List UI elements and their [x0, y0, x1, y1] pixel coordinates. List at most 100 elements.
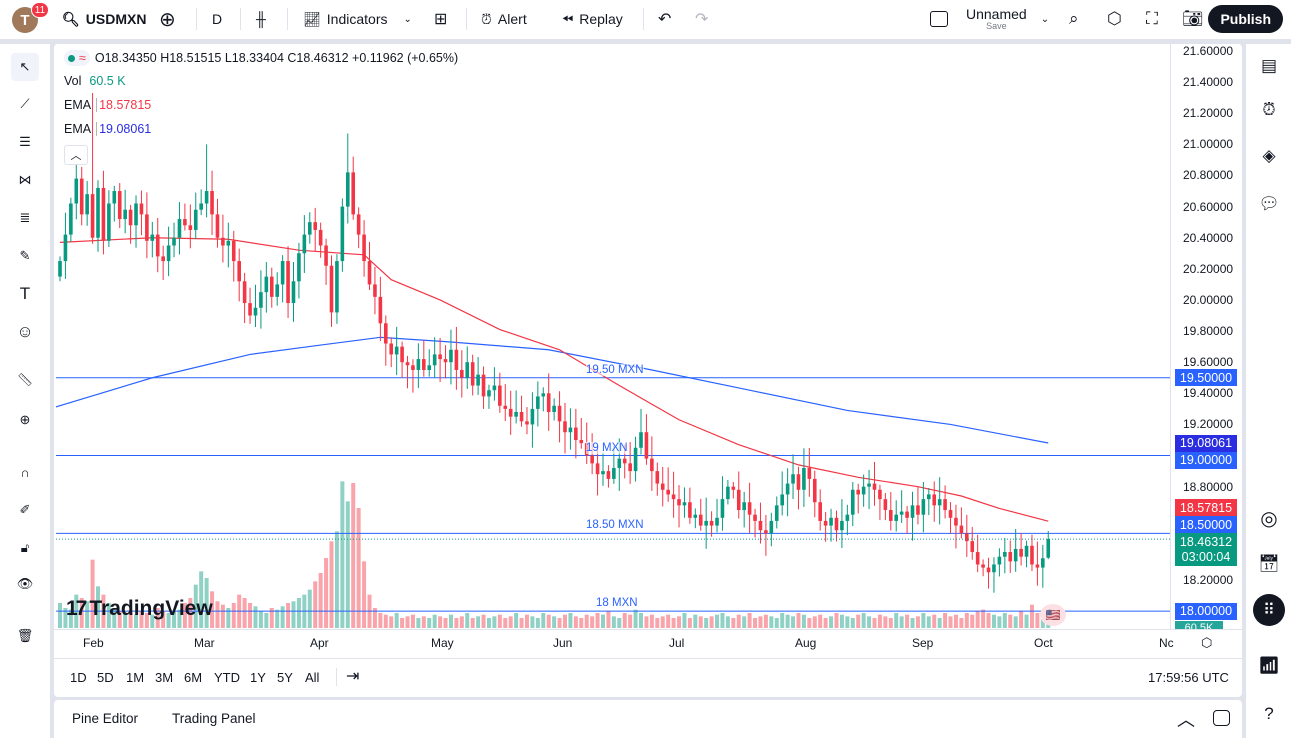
maximize-panel-button[interactable]	[1213, 710, 1230, 726]
price-tick: 21.40000	[1183, 75, 1234, 90]
signal-button[interactable]: 📶︎	[1255, 652, 1283, 680]
snapshot-button[interactable]: 📷︎	[1182, 4, 1204, 34]
hide-drawings-tool[interactable]: 👁︎	[11, 570, 39, 598]
brush-tool[interactable]: ✎	[11, 242, 39, 270]
chat-button[interactable]: 💬︎	[1255, 190, 1283, 218]
candle-body	[574, 427, 578, 440]
candle-body	[965, 533, 969, 542]
compare-symbol-button[interactable]: ⊕	[159, 4, 176, 34]
fib-tool[interactable]: ≣	[11, 204, 39, 232]
remove-drawings-tool[interactable]: 🗑︎	[11, 622, 39, 650]
lock-tool[interactable]: 🔓︎	[11, 534, 39, 562]
volume-bar	[671, 618, 676, 628]
undo-button[interactable]: ↶	[658, 4, 671, 34]
calendar-button[interactable]: 📅︎	[1255, 550, 1283, 578]
pattern-tool[interactable]: ⋈	[11, 166, 39, 194]
text-tool[interactable]: T	[11, 280, 39, 308]
help-button[interactable]: ?	[1255, 700, 1283, 728]
collapse-legend-button[interactable]: ︿	[64, 145, 88, 165]
volume-bar	[454, 618, 459, 628]
replay-button[interactable]: ⏪︎ Replay	[562, 10, 623, 28]
candle-body	[134, 203, 138, 226]
range-button-1y[interactable]: 1Y	[250, 670, 266, 685]
volume-bar	[139, 611, 144, 628]
alerts-button[interactable]: ⏰︎	[1255, 96, 1283, 124]
magnifier-icon: ⌕	[1069, 9, 1079, 28]
interval-button[interactable]: D	[212, 11, 223, 27]
watchlist-button[interactable]: ▤	[1255, 52, 1283, 80]
candle-body	[470, 362, 475, 386]
volume-bar	[220, 604, 225, 628]
tab-trading-panel[interactable]: Trading Panel	[172, 711, 256, 726]
settings-button[interactable]: ⬡	[1107, 4, 1122, 34]
publish-button[interactable]: Publish	[1208, 5, 1283, 33]
redo-button[interactable]: ↷	[695, 4, 708, 34]
calendar-range-icon: ⇥	[346, 668, 360, 685]
candle-body	[378, 296, 383, 324]
go-to-date-button[interactable]: ⇥	[346, 666, 359, 686]
candle-body	[742, 502, 746, 511]
ruler-tool[interactable]: 📏︎	[11, 366, 39, 394]
lock-drawings-pencil-tool[interactable]: ✐	[11, 496, 39, 524]
expand-panel-button[interactable]: ︿	[1177, 706, 1195, 732]
range-button-5y[interactable]: 5Y	[277, 670, 293, 685]
chart-pane[interactable]	[54, 44, 1242, 697]
clock[interactable]: 17:59:56 UTC	[1148, 670, 1229, 685]
price-label: 18.00000	[1175, 602, 1237, 620]
range-button-1d[interactable]: 1D	[70, 670, 87, 685]
layers-button[interactable]: ◈	[1255, 142, 1283, 170]
chart-type-button[interactable]: ╫	[256, 4, 266, 34]
range-button-6m[interactable]: 6M	[184, 670, 203, 685]
range-button-1m[interactable]: 1M	[126, 670, 145, 685]
candle-body	[96, 187, 100, 238]
candle-body	[286, 261, 290, 304]
volume-bar	[812, 616, 817, 628]
zoom-tool[interactable]: ⊕	[11, 406, 39, 434]
candle-body	[85, 194, 89, 215]
candle-body	[74, 178, 79, 204]
camera-icon: 📷︎	[1182, 9, 1204, 28]
range-button-3m[interactable]: 3M	[155, 670, 174, 685]
volume-bar	[780, 613, 785, 628]
candle-body	[63, 234, 68, 262]
events-flag-icon[interactable]: 🇺🇸	[1040, 604, 1066, 626]
candle-body	[791, 474, 795, 484]
axis-settings-button[interactable]: ⬡	[1201, 635, 1212, 651]
horizontal-lines-tool[interactable]: ☰	[11, 128, 39, 156]
volume-bar	[514, 613, 519, 628]
volume-bar	[682, 613, 687, 628]
range-button-ytd[interactable]: YTD	[214, 670, 240, 685]
volume-bar	[334, 531, 339, 628]
delayed-data-icon[interactable]: ≈	[79, 51, 86, 65]
layout-button[interactable]: Unnamed Save ⌄	[930, 4, 1049, 34]
candle-body	[937, 499, 942, 506]
tab-pine-editor[interactable]: Pine Editor	[72, 711, 139, 726]
candle-body	[335, 261, 339, 313]
candle-body	[107, 203, 111, 241]
target-button[interactable]: ◎	[1255, 504, 1283, 532]
volume-bar	[144, 613, 149, 628]
search-icon: 🔍︎	[62, 10, 80, 27]
symbol-search[interactable]: 🔍︎ USDMXN	[62, 10, 147, 28]
price-tick: 20.20000	[1183, 261, 1234, 276]
templates-button[interactable]: ⊞	[434, 4, 447, 34]
cursor-tool[interactable]: ↖	[11, 53, 39, 81]
volume-bar	[649, 614, 654, 628]
candle-body	[443, 359, 448, 363]
volume-bar	[926, 616, 931, 628]
emoji-tool[interactable]: ☺	[11, 318, 39, 346]
price-label: 18.57815	[1175, 499, 1237, 516]
indicators-button[interactable]: 📈︎ Indicators ⌄	[303, 10, 412, 28]
volume-bar	[438, 616, 443, 628]
range-button-all[interactable]: All	[305, 670, 320, 685]
candle-body	[351, 172, 356, 215]
trend-line-tool[interactable]: ⟋	[11, 90, 39, 118]
quick-search-button[interactable]: ⌕	[1069, 4, 1079, 34]
fullscreen-button[interactable]: ⛶	[1146, 4, 1158, 34]
magnet-tool[interactable]: ∩	[11, 458, 39, 486]
volume-bar	[112, 608, 117, 628]
apps-button[interactable]: ⠿	[1253, 594, 1285, 626]
alert-button[interactable]: ⏰︎ Alert	[481, 10, 527, 28]
range-button-5d[interactable]: 5D	[97, 670, 114, 685]
